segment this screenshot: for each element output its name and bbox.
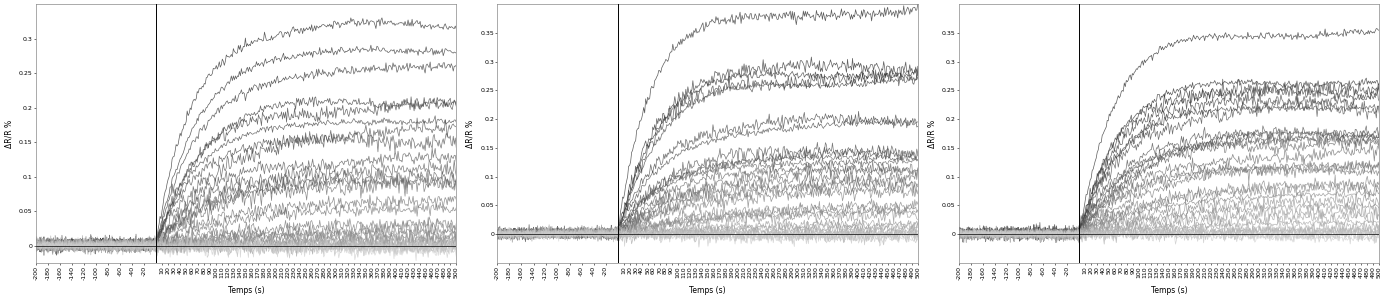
X-axis label: Temps (s): Temps (s) [227, 286, 265, 295]
Y-axis label: ΔR/R %: ΔR/R % [466, 119, 474, 147]
Y-axis label: ΔR/R %: ΔR/R % [927, 119, 936, 147]
X-axis label: Temps (s): Temps (s) [1150, 286, 1188, 295]
X-axis label: Temps (s): Temps (s) [689, 286, 726, 295]
Y-axis label: ΔR/R %: ΔR/R % [4, 119, 12, 147]
